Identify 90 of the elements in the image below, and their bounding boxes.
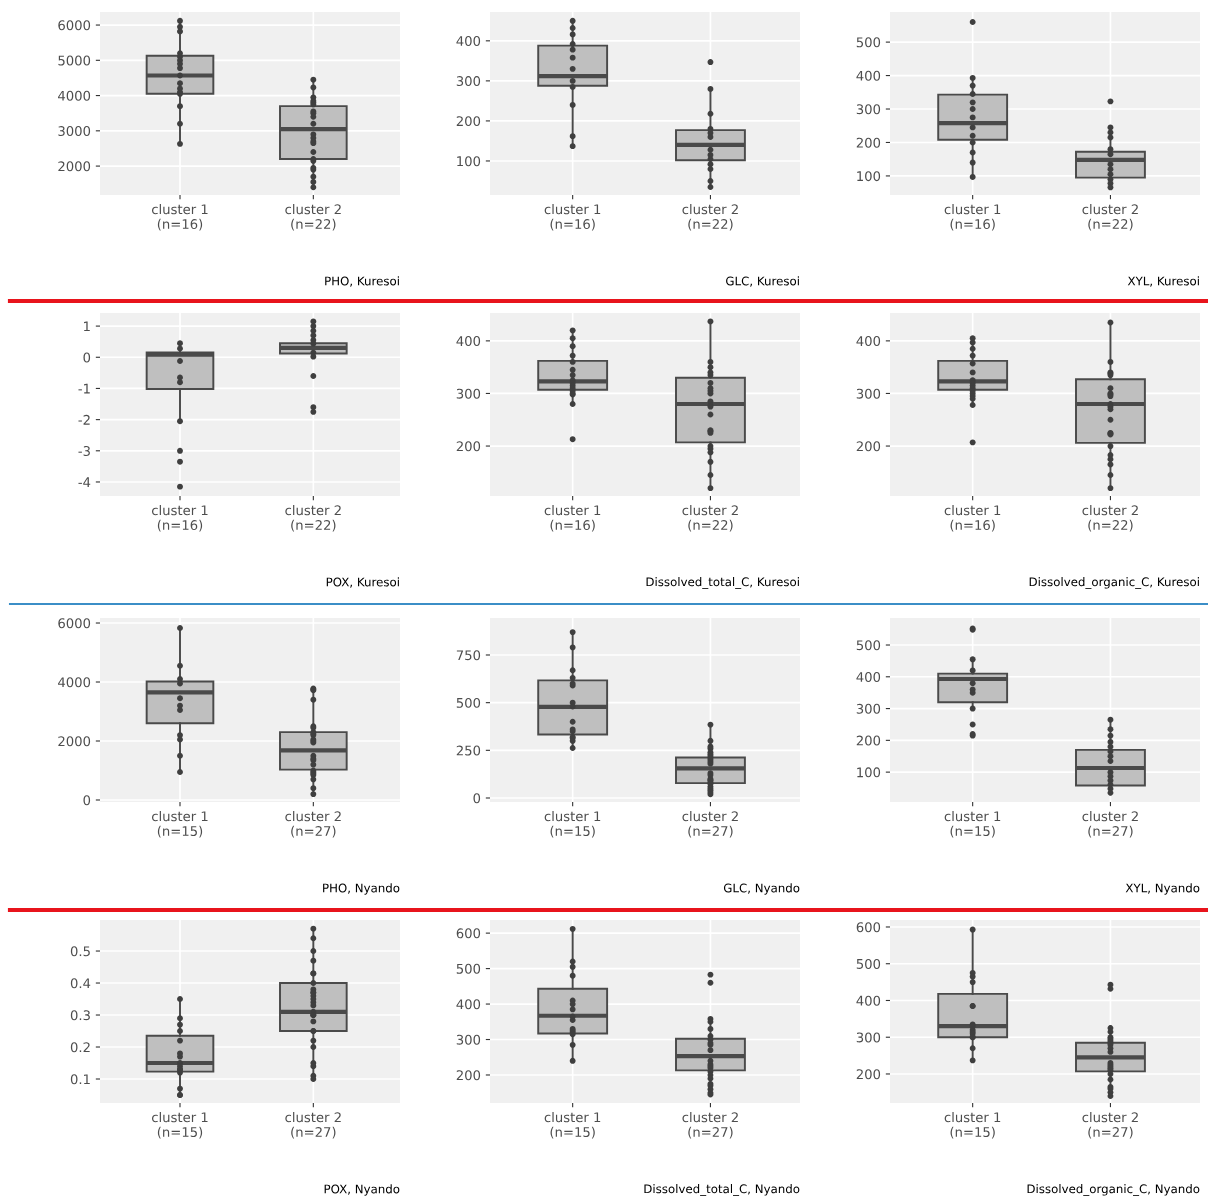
text: XYL, Kuresoi (1127, 276, 1199, 287)
text: GLC, Kuresoi (726, 276, 799, 287)
text: GLC, Nyando (723, 883, 800, 895)
x-tick-label: cluster 1 (n=15) (944, 811, 1001, 838)
y-tick-label: 0.2 (70, 1042, 90, 1053)
y-tick-label: 1 (84, 321, 90, 332)
x-tick-label: cluster 2 (n=22) (285, 204, 341, 231)
y-tick-label: 0 (83, 352, 91, 363)
x-tick-label: cluster 2 (n=27) (1082, 1112, 1138, 1139)
y-tick-label: 400 (456, 999, 481, 1010)
y-tick-label: 0.4 (70, 978, 91, 989)
y-tick-label: 4000 (58, 677, 91, 688)
y-tick-label: 100 (857, 171, 881, 182)
y-tick-label: 100 (857, 767, 881, 778)
text: Dissolved_organic_C, Kuresoi (1029, 577, 1199, 589)
y-tick-label: 200 (456, 1070, 481, 1081)
y-tick-label: -1 (78, 383, 90, 394)
text: PHO, Nyando (323, 883, 400, 895)
x-tick-label: cluster 1 (n=15) (152, 1112, 208, 1139)
y-tick-label: 200 (856, 1069, 881, 1080)
x-tick-label: cluster 1 (n=16) (544, 505, 601, 532)
y-tick-label: 300 (856, 104, 881, 115)
y-tick-label: 2000 (58, 736, 91, 747)
y-tick-label: 200 (856, 441, 881, 452)
y-tick-label: 300 (456, 76, 481, 87)
y-tick-label: 300 (856, 1032, 881, 1043)
x-tick-label: cluster 1 (n=16) (152, 505, 208, 532)
text: Dissolved_total_C, Nyando (644, 1184, 800, 1196)
x-tick-label: cluster 2 (n=27) (285, 1112, 341, 1139)
x-tick-label: cluster 1 (n=15) (152, 811, 208, 838)
y-tick-label: 6000 (58, 618, 91, 629)
y-tick-label: 0.5 (70, 946, 90, 957)
y-tick-label: -4 (78, 477, 91, 487)
y-tick-label: 750 (456, 650, 481, 661)
y-tick-label: 500 (856, 958, 881, 969)
x-tick-label: cluster 2 (n=27) (285, 811, 341, 838)
y-tick-label: 300 (856, 703, 881, 714)
y-tick-label: 200 (456, 441, 481, 452)
x-tick-label: cluster 2 (n=27) (682, 811, 738, 838)
y-tick-label: 600 (456, 928, 481, 939)
x-tick-label: cluster 1 (n=15) (544, 811, 601, 838)
text: XYL, Nyando (1125, 883, 1200, 895)
y-tick-label: 300 (456, 1034, 481, 1045)
x-tick-label: cluster 2 (n=22) (682, 505, 738, 532)
text: PHO, Kuresoi (325, 276, 399, 287)
x-tick-label: cluster 1 (n=16) (544, 204, 601, 231)
y-tick-label: 5000 (58, 55, 91, 66)
y-tick-label: 400 (856, 70, 881, 81)
x-tick-label: cluster 1 (n=15) (944, 1112, 1001, 1139)
y-tick-label: 200 (856, 735, 881, 746)
y-tick-label: 600 (856, 922, 881, 933)
x-tick-label: cluster 2 (n=27) (1082, 811, 1138, 838)
y-tick-label: 0 (83, 795, 91, 806)
x-tick-label: cluster 2 (n=22) (1082, 505, 1138, 532)
text: POX, Kuresoi (326, 577, 399, 588)
x-tick-label: cluster 2 (n=22) (682, 204, 738, 231)
y-tick-label: 200 (856, 137, 881, 148)
x-tick-label: cluster 2 (n=22) (1082, 204, 1138, 231)
y-tick-label: 6000 (58, 20, 91, 31)
y-tick-label: 400 (856, 336, 881, 347)
x-tick-label: cluster 2 (n=27) (682, 1112, 738, 1139)
y-tick-label: 0.1 (70, 1074, 90, 1085)
y-tick-label: -2 (78, 414, 90, 425)
y-tick-label: 200 (456, 116, 481, 127)
x-tick-label: cluster 1 (n=16) (152, 204, 208, 231)
x-tick-label: cluster 1 (n=16) (944, 505, 1001, 532)
y-tick-label: 250 (456, 745, 481, 756)
y-tick-label: 0 (473, 793, 481, 804)
y-tick-label: 400 (456, 36, 481, 47)
x-tick-label: cluster 1 (n=16) (944, 204, 1001, 231)
y-tick-label: 3000 (58, 126, 91, 137)
x-tick-label: cluster 1 (n=15) (544, 1112, 601, 1139)
y-tick-label: 2000 (58, 161, 91, 172)
y-tick-label: 400 (856, 672, 881, 682)
y-tick-label: -3 (78, 446, 90, 456)
y-tick-label: 300 (456, 388, 481, 399)
y-tick-label: 100 (457, 156, 481, 167)
y-tick-label: 500 (456, 697, 481, 708)
y-tick-label: 4000 (58, 90, 91, 101)
y-tick-label: 400 (856, 995, 881, 1006)
y-tick-label: 500 (856, 640, 881, 651)
y-tick-label: 300 (856, 388, 881, 399)
y-tick-label: 400 (456, 336, 481, 347)
text: Dissolved_organic_C, Nyando (1027, 1184, 1200, 1196)
y-tick-label: 500 (856, 37, 881, 48)
y-tick-label: 500 (456, 963, 481, 974)
x-tick-label: cluster 2 (n=22) (285, 505, 341, 532)
text: POX, Nyando (324, 1184, 400, 1196)
text: Dissolved_total_C, Kuresoi (646, 577, 799, 589)
y-tick-label: 0.3 (70, 1010, 90, 1021)
